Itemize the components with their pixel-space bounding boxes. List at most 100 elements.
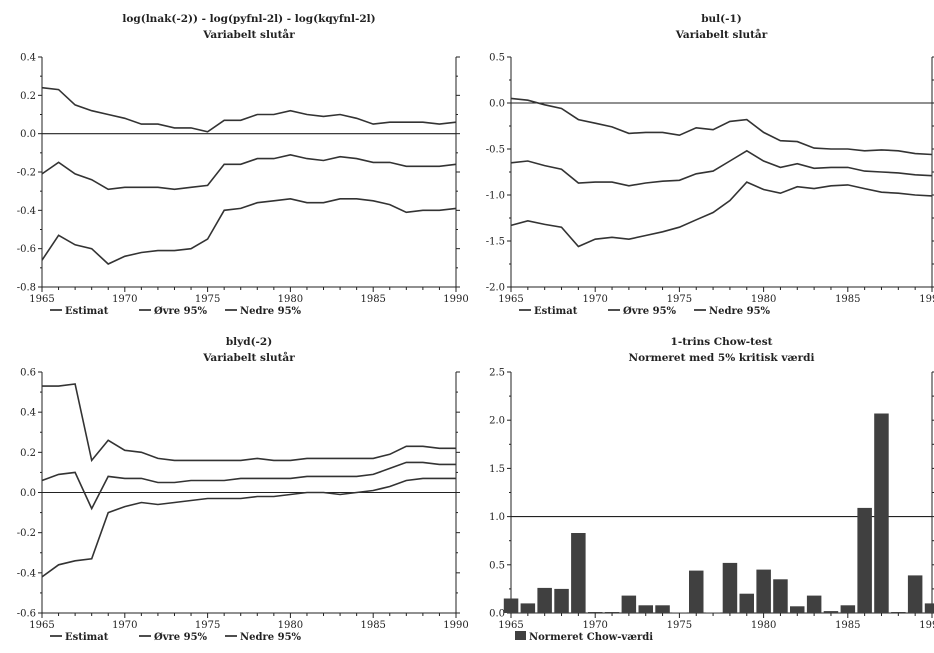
y-tick-label: 2.0: [489, 416, 505, 427]
bar: [907, 575, 923, 613]
series-line-2: [510, 97, 933, 156]
x-tick-label: 1990: [443, 620, 468, 631]
chart-panel-2: bul(-1) Variabelt slutår 0.5 0.0 -0.5 -1.0 -1.…: [486, 13, 934, 317]
chart-subtitle: Normeret med 5% kritisk værdi: [628, 352, 814, 364]
bar: [621, 595, 637, 613]
y-tick-label: -0.2: [17, 168, 36, 179]
bar: [773, 579, 788, 613]
bar: [722, 562, 738, 613]
chart-title: blyd(-2): [226, 336, 272, 348]
bar: [756, 569, 771, 613]
bar: [806, 595, 822, 613]
legend-item-label: Øvre 95%: [154, 306, 208, 317]
chart-subtitle: Variabelt slutår: [675, 28, 768, 41]
y-tick-label: 0.0: [20, 488, 36, 499]
series-line-1: [510, 149, 933, 187]
chart-title: 1-trins Chow-test: [671, 336, 773, 348]
y-tick-label: 1.0: [489, 512, 505, 523]
y-tick-label: -1.0: [486, 191, 505, 202]
legend-item-label: Normeret Chow-værdi: [529, 632, 653, 643]
x-tick-label: 1985: [360, 620, 385, 631]
x-tick-label: 1985: [360, 294, 385, 305]
y-tick-label: 1.5: [489, 464, 505, 475]
legend-item-label: Estimat: [65, 632, 109, 643]
legend-item-label: Nedre 95%: [240, 632, 302, 643]
x-tick-label: 1965: [29, 294, 54, 305]
y-tick-label: -0.8: [17, 283, 36, 294]
x-tick-label: 1970: [582, 294, 607, 305]
y-tick-label: -0.5: [486, 145, 505, 156]
chart-subtitle: Variabelt slutår: [202, 28, 295, 41]
y-tick-label: -0.4: [17, 568, 36, 579]
bar: [689, 570, 704, 613]
bar: [790, 606, 805, 613]
x-tick-label: 1975: [667, 294, 692, 305]
bar: [739, 593, 754, 613]
series-line-3: [41, 477, 456, 578]
y-tick-label: 2.5: [489, 368, 505, 379]
bar: [638, 605, 653, 613]
chart-panel-4: 1-trins Chow-test Normeret med 5% kritisk…: [489, 336, 934, 643]
legend-bar-swatch: [515, 631, 526, 640]
bar: [554, 588, 569, 613]
bar: [588, 612, 603, 613]
y-tick-label: 0.2: [20, 448, 36, 459]
x-tick-label: 1970: [582, 620, 607, 631]
y-tick-label: 0.2: [20, 91, 36, 102]
y-tick-label: -0.6: [17, 244, 36, 255]
series-line-1: [41, 153, 457, 191]
y-tick-label: 0.0: [20, 129, 36, 140]
bar: [537, 587, 552, 613]
series-line-2: [42, 383, 456, 463]
y-tick-label: 0.4: [20, 408, 36, 419]
x-tick-label: 1975: [195, 620, 220, 631]
x-tick-label: 1990: [919, 620, 934, 631]
bar: [672, 612, 687, 613]
y-tick-label: -0.4: [17, 206, 36, 217]
y-tick-label: 0.0: [489, 99, 505, 110]
bar: [520, 603, 536, 613]
series-line-3: [41, 197, 457, 265]
x-tick-label: 1980: [751, 620, 776, 631]
chart-title: bul(-1): [701, 13, 742, 25]
y-tick-label: 0.4: [20, 53, 36, 64]
y-tick-label: 0.5: [489, 53, 505, 64]
bar: [705, 612, 721, 613]
legend-item-label: Nedre 95%: [240, 306, 302, 317]
bar: [604, 612, 620, 613]
y-tick-label: -1.5: [486, 237, 505, 248]
x-tick-label: 1970: [112, 620, 137, 631]
bar: [571, 533, 586, 613]
y-tick-label: 0.5: [489, 560, 505, 571]
x-tick-label: 1985: [835, 294, 860, 305]
bar: [840, 605, 856, 613]
y-tick-label: -0.2: [17, 528, 36, 539]
x-tick-label: 1970: [112, 294, 137, 305]
bar: [891, 612, 906, 613]
x-tick-label: 1975: [195, 294, 220, 305]
legend-item-label: Nedre 95%: [709, 306, 771, 317]
chart-subtitle: Variabelt slutår: [202, 351, 295, 364]
y-tick-label: -0.6: [17, 609, 36, 620]
legend-item-label: Estimat: [65, 306, 109, 317]
chart-panel-1: log(lnak(-2)) - log(pyfnl-2l) - log(kqyf…: [17, 13, 469, 317]
x-tick-label: 1980: [278, 620, 303, 631]
x-tick-label: 1990: [919, 294, 934, 305]
bar: [924, 603, 934, 613]
bar: [823, 611, 839, 613]
y-tick-label: 0.0: [489, 609, 505, 620]
y-tick-label: 0.6: [20, 368, 36, 379]
y-tick-label: -2.0: [486, 283, 505, 294]
series-line-1: [41, 461, 456, 511]
series-line-3: [510, 181, 933, 248]
x-tick-label: 1965: [498, 620, 523, 631]
chart-title: log(lnak(-2)) - log(pyfnl-2l) - log(kqyf…: [122, 13, 375, 25]
legend-item-label: Øvre 95%: [154, 632, 208, 643]
x-tick-label: 1980: [751, 294, 776, 305]
x-tick-label: 1990: [443, 294, 468, 305]
legend-item-label: Øvre 95%: [623, 306, 677, 317]
x-tick-label: 1965: [498, 294, 523, 305]
chart-panel-3: blyd(-2) Variabelt slutår 0.6 0.4 0.2 0.0 -0.2…: [17, 336, 469, 643]
x-tick-label: 1975: [667, 620, 692, 631]
bar: [874, 413, 889, 613]
